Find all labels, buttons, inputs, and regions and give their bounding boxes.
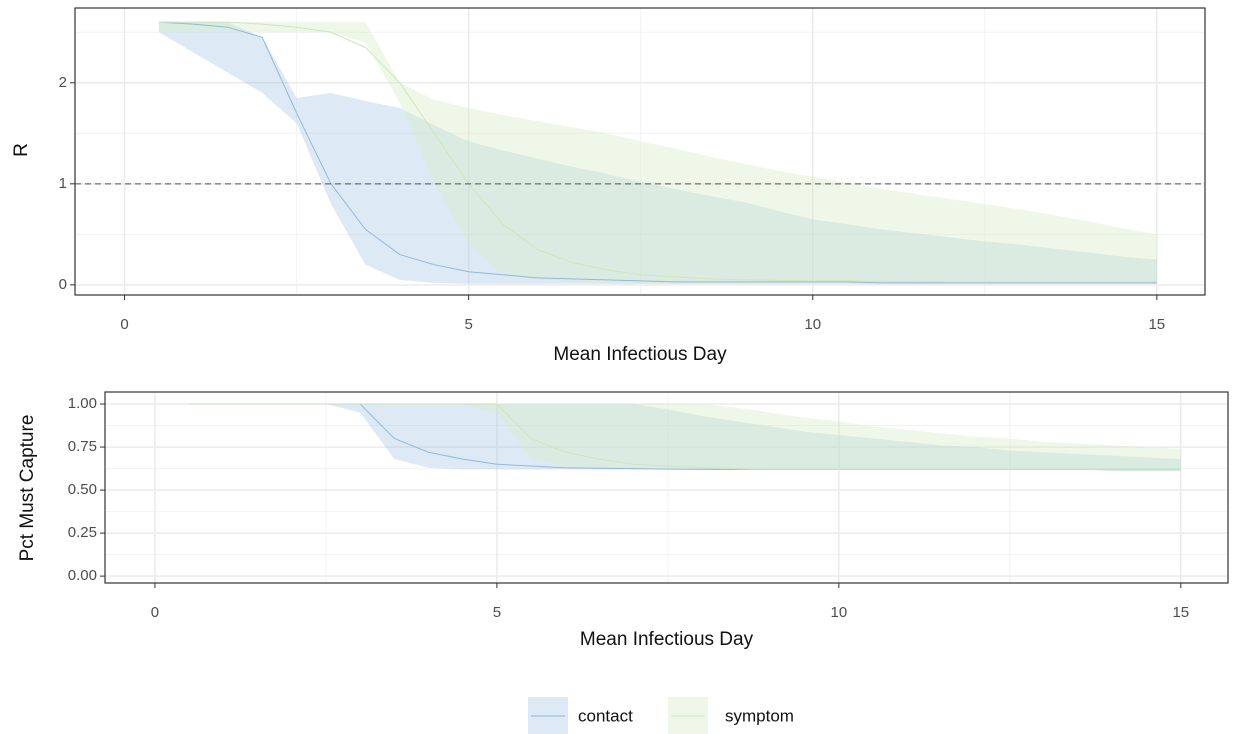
x-tick-label: 5 bbox=[464, 316, 472, 333]
panel-border bbox=[104, 391, 1229, 584]
ribbon bbox=[158, 22, 1157, 284]
x-axis-title: Mean Infectious Day bbox=[553, 344, 727, 365]
y-tick-label: 1 bbox=[59, 175, 67, 192]
y-tick-label: 0.75 bbox=[68, 438, 97, 455]
x-axis-title: Mean Infectious Day bbox=[580, 629, 754, 650]
x-tick-label: 15 bbox=[1148, 316, 1165, 333]
y-axis-title: R bbox=[11, 143, 32, 157]
legend-label: contact bbox=[578, 706, 633, 725]
ribbon bbox=[189, 404, 1181, 472]
y-tick-label: 0.25 bbox=[68, 524, 97, 541]
y-tick-label: 1.00 bbox=[68, 395, 97, 412]
x-tick-label: 10 bbox=[831, 604, 848, 621]
line bbox=[189, 403, 1181, 470]
x-tick-label: 0 bbox=[120, 316, 128, 333]
x-tick-label: 10 bbox=[804, 316, 821, 333]
x-tick-label: 15 bbox=[1172, 604, 1189, 621]
panel-background bbox=[105, 392, 1228, 583]
x-tick-label: 5 bbox=[493, 604, 501, 621]
y-tick-label: 0.50 bbox=[68, 481, 97, 498]
y-tick-label: 2 bbox=[59, 74, 67, 91]
legend-label: symptom bbox=[725, 706, 794, 725]
panel-border bbox=[74, 7, 1206, 296]
panel-background bbox=[75, 8, 1205, 295]
y-axis-title: Pct Must Capture bbox=[17, 415, 38, 562]
line bbox=[158, 21, 1157, 283]
line bbox=[158, 21, 1157, 284]
y-tick-label: 0.00 bbox=[68, 567, 97, 584]
x-tick-label: 0 bbox=[151, 604, 159, 621]
ribbon bbox=[158, 22, 1157, 284]
y-tick-label: 0 bbox=[59, 276, 67, 293]
